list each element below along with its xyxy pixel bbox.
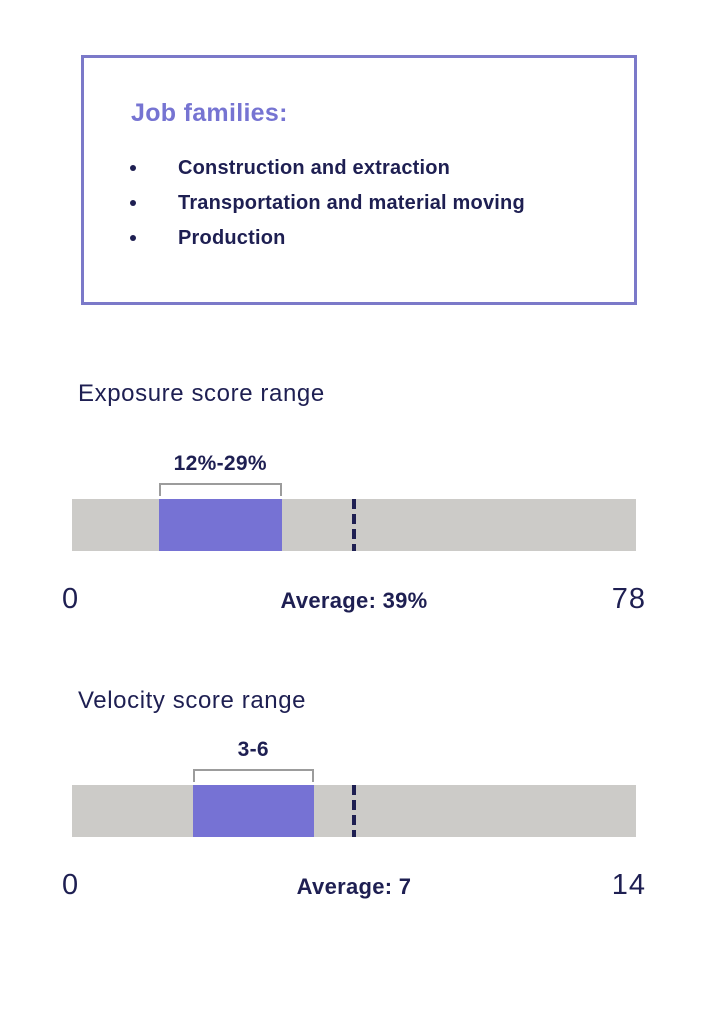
average-label: Average: 39% — [280, 588, 428, 613]
axis-row: 0 Average: 39% 78 — [62, 582, 646, 617]
job-families-list: Construction and extraction Transportati… — [84, 158, 634, 249]
bullet-icon — [130, 235, 136, 241]
list-item-label: Production — [178, 227, 286, 249]
range-bracket — [192, 769, 314, 782]
average-line — [352, 785, 356, 837]
score-track — [72, 499, 636, 551]
average-label: Average: 7 — [296, 874, 412, 899]
range-label: 3-6 — [237, 738, 269, 761]
axis-min-label: 0 — [62, 583, 80, 615]
axis-max-label: 78 — [611, 583, 646, 615]
average-line — [352, 499, 356, 551]
job-families-box: Job families: Construction and extractio… — [81, 55, 637, 305]
score-track — [72, 785, 636, 837]
chart-title: Exposure score range — [78, 380, 325, 407]
exposure-score-chart: Exposure score range 12%-29% 0 Average: … — [62, 380, 645, 617]
page: Job families: Construction and extractio… — [0, 55, 726, 903]
chart-plot: 3-6 — [72, 715, 636, 837]
chart-title: Velocity score range — [78, 687, 307, 714]
list-item: Production — [84, 228, 634, 249]
axis-min-label: 0 — [62, 869, 80, 901]
list-item: Transportation and material moving — [84, 193, 634, 214]
bullet-icon — [130, 200, 136, 206]
range-label: 12%-29% — [173, 452, 267, 475]
list-item-label: Transportation and material moving — [178, 192, 525, 214]
axis-max-label: 14 — [611, 869, 646, 901]
range-bracket — [158, 483, 282, 496]
axis-row: 0 Average: 7 14 — [62, 868, 646, 903]
velocity-score-chart: Velocity score range 3-6 0 Average: 7 14 — [62, 687, 645, 903]
chart-plot: 12%-29% — [72, 408, 636, 551]
range-segment — [158, 499, 282, 551]
list-item-label: Construction and extraction — [178, 157, 451, 179]
job-families-title: Job families: — [131, 99, 288, 127]
bullet-icon — [130, 165, 136, 171]
range-segment — [192, 785, 314, 837]
list-item: Construction and extraction — [84, 158, 634, 179]
